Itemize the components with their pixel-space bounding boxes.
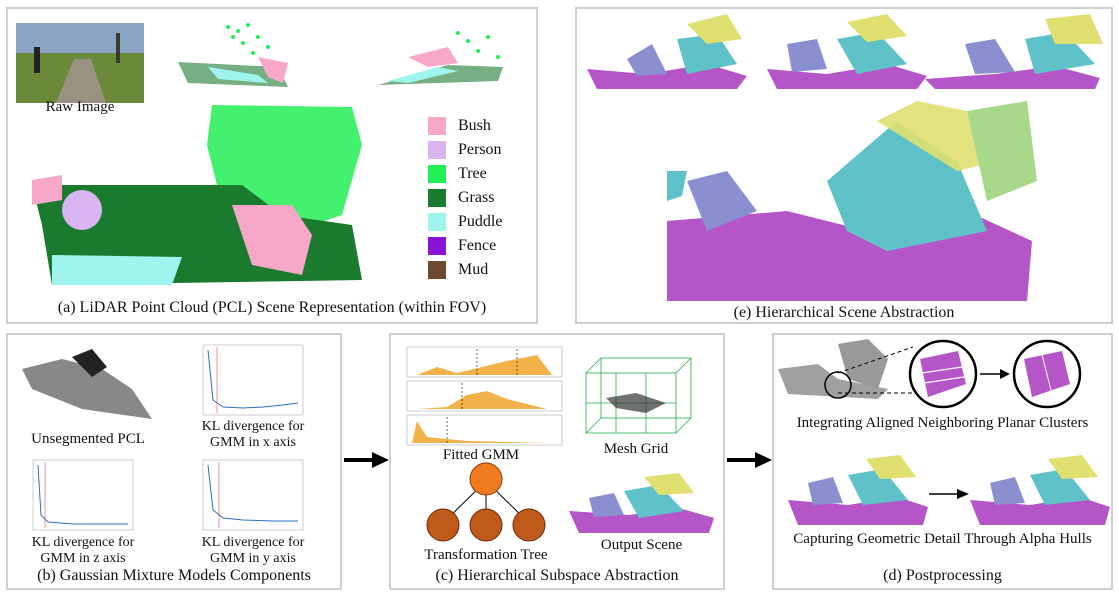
alpha-arrow — [929, 489, 969, 499]
cluster-scene — [778, 339, 888, 399]
cluster-arrow — [980, 369, 1010, 379]
panel-e: (e) Hierarchical Scene Abstraction — [575, 7, 1113, 324]
mesh-main — [667, 101, 1037, 301]
legend-item-grass: Grass — [428, 189, 494, 207]
panel-c: Fitted GMM Mesh Grid Transformation Tree… — [389, 333, 725, 590]
legend-item-tree: Tree — [428, 165, 487, 183]
cluster-before — [908, 339, 978, 409]
panel-d: Integrating Aligned Neighboring Planar C… — [772, 333, 1113, 590]
main-point-cloud — [32, 105, 362, 285]
legend-item-bush: Bush — [428, 117, 491, 135]
caption-e: (e) Hierarchical Scene Abstraction — [733, 304, 955, 321]
label-fitted-gmm: Fitted GMM — [442, 447, 520, 463]
caption-c: (c) Hierarchical Subspace Abstraction — [435, 567, 679, 584]
label-kl-z: KL divergence for GMM in z axis — [31, 535, 135, 566]
gmm-chart-2 — [406, 380, 563, 412]
label-capturing: Capturing Geometric Detail Through Alpha… — [793, 531, 1092, 547]
caption-a: (a) LiDAR Point Cloud (PCL) Scene Repres… — [57, 299, 487, 316]
alpha-before — [788, 455, 928, 525]
panel-a: Raw Image Bush Person Tree Grass Puddle … — [6, 7, 538, 324]
label-kl-y: KL divergence for GMM in y axis — [201, 535, 305, 566]
label-transformation-tree: Transformation Tree — [424, 547, 548, 563]
kl-chart-y — [202, 459, 304, 531]
legend: Bush Person Tree Grass Puddle Fence Mud — [428, 117, 528, 287]
legend-item-person: Person — [428, 141, 502, 159]
raw-image-label: Raw Image — [45, 99, 115, 115]
transformation-tree — [426, 462, 546, 542]
legend-item-mud: Mud — [428, 261, 488, 279]
mesh-thumb-2 — [767, 14, 927, 89]
gmm-chart-3 — [406, 414, 563, 446]
panel-b: Unsegmented PCL KL divergence for GMM in… — [6, 333, 342, 590]
label-output-scene: Output Scene — [600, 537, 683, 553]
legend-item-puddle: Puddle — [428, 213, 502, 231]
label-integrating: Integrating Aligned Neighboring Planar C… — [796, 415, 1089, 431]
legend-item-fence: Fence — [428, 237, 496, 255]
arrow-b-c — [344, 452, 389, 468]
alpha-after — [970, 455, 1110, 525]
zoom-lines — [837, 346, 914, 394]
pcl-thumb-2 — [378, 31, 503, 85]
label-unsegmented: Unsegmented PCL — [31, 431, 145, 447]
mesh-grid — [585, 357, 692, 434]
mesh-thumb-1 — [587, 14, 747, 89]
caption-d: (d) Postprocessing — [883, 567, 1002, 584]
unsegmented-pcl — [22, 349, 152, 419]
caption-b: (b) Gaussian Mixture Models Components — [37, 567, 311, 584]
cluster-after — [1012, 339, 1082, 409]
gmm-chart-1 — [406, 346, 563, 378]
label-mesh-grid: Mesh Grid — [603, 441, 669, 457]
raw-image — [16, 23, 144, 103]
pcl-thumb-1 — [178, 23, 288, 87]
mesh-thumb-3 — [925, 14, 1103, 89]
kl-chart-z — [32, 459, 134, 531]
output-scene — [569, 473, 714, 533]
arrow-c-d — [727, 452, 772, 468]
kl-chart-x — [202, 344, 304, 416]
label-kl-x: KL divergence for GMM in x axis — [201, 419, 305, 450]
